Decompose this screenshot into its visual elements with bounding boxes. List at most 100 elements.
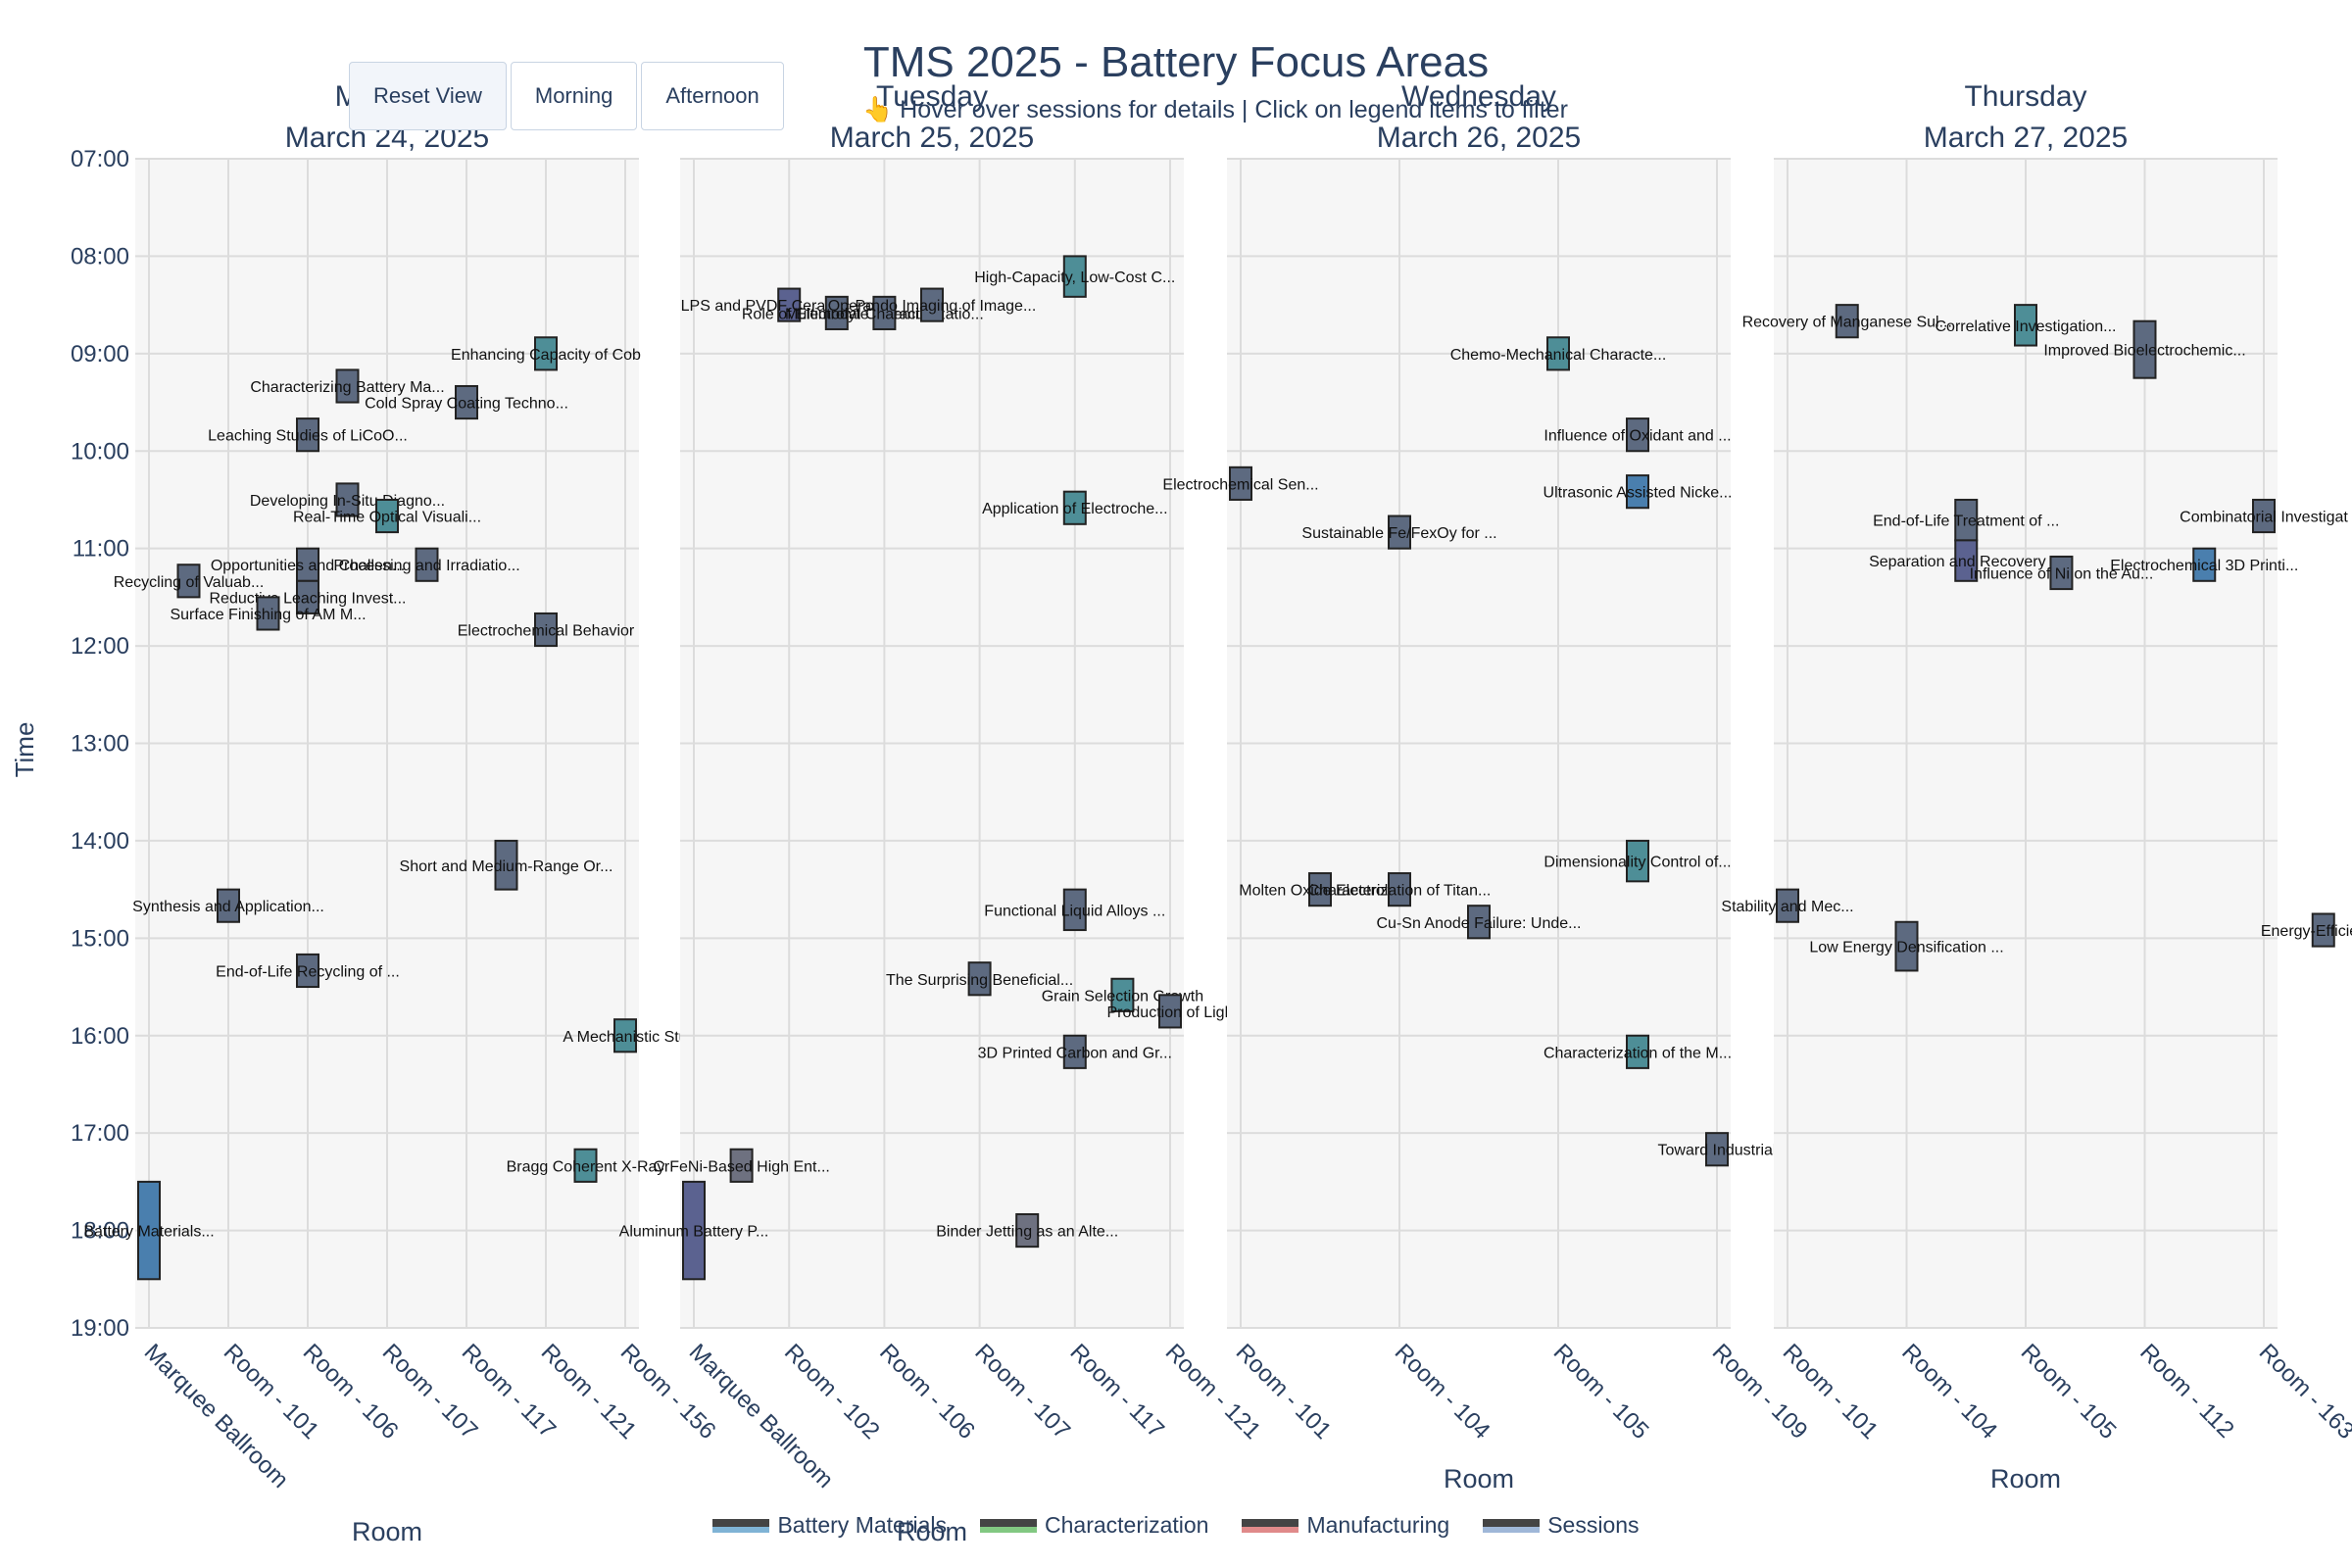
session-label: End-of-Life Treatment of ... [1873,514,2059,530]
session-label: High-Capacity, Low-Cost C... [974,270,1175,286]
session-bar[interactable] [872,295,897,330]
session-bar[interactable] [682,1180,706,1281]
x-tick-label: Room - 104 [1896,1339,2002,1445]
session-bar[interactable] [1626,1034,1649,1069]
session-bar[interactable] [1776,888,1799,923]
legend-item-characterization[interactable]: Characterization [980,1512,1208,1539]
session-label: Low Energy Densification ... [1809,940,2003,956]
session-label: Molten Oxide Electrol... [1239,883,1400,900]
session-label: Characterizing Battery Ma... [250,379,444,396]
session-bar[interactable] [1388,872,1411,907]
session-bar[interactable] [455,384,478,420]
session-label: Stability and Mec... [1721,899,1853,915]
chart-subtitle: 👆 Hover over sessions for details | Clic… [862,95,1568,123]
panel-date: March 25, 2025 [830,122,1034,154]
session-label: Functional Liquid Alloys ... [984,903,1165,919]
session-bar[interactable] [1954,539,1979,582]
session-bar[interactable] [1062,490,1087,525]
x-axis-label: Room [1444,1464,1514,1494]
x-tick-label: Room - 102 [779,1339,885,1445]
view-buttons: Reset View Morning Afternoon [349,62,784,130]
panel-date: March 27, 2025 [1924,122,2128,154]
y-tick-label: 07:00 [71,146,129,172]
session-label: Energy-Efficient S [2261,923,2352,940]
session-bar[interactable] [415,547,439,582]
legend-item-battery-materials[interactable]: Battery Materials [712,1512,947,1539]
legend-item-sessions[interactable]: Sessions [1483,1512,1640,1539]
session-bar[interactable] [1229,466,1252,501]
session-bar[interactable] [1062,1034,1087,1069]
session-bar[interactable] [1015,1213,1040,1249]
x-tick-label: Room - 117 [1065,1339,1169,1443]
session-bar[interactable] [1705,1132,1729,1167]
session-label: A Mechanistic Stu [563,1029,687,1046]
session-bar[interactable] [375,498,399,534]
chart-title: TMS 2025 - Battery Focus Areas [863,38,1489,86]
session-label: Influence of Ni on the Au... [1970,566,2154,583]
session-bar[interactable] [573,1148,598,1183]
y-tick-label: 08:00 [71,243,129,270]
session-bar[interactable] [1388,514,1411,550]
session-bar[interactable] [217,888,240,923]
session-bar[interactable] [2252,498,2276,534]
session-bar[interactable] [729,1148,754,1183]
session-bar[interactable] [176,564,201,599]
session-label: Enhancing Capacity of Cob [451,347,641,364]
session-bar[interactable] [613,1018,637,1054]
x-tick-label: Room - 106 [874,1339,980,1445]
session-label: Real-Time Optical Visuali... [293,510,481,526]
session-label: Influence of Oxidant and ... [1544,428,1731,445]
session-label: Electrochemical Sen... [1162,476,1318,493]
session-bar[interactable] [1894,920,1919,972]
session-bar[interactable] [335,482,360,517]
view-button-reset-view[interactable]: Reset View [349,62,507,130]
session-bar[interactable] [824,295,849,330]
session-bar[interactable] [2049,555,2074,591]
session-bar[interactable] [534,612,558,648]
session-bar[interactable] [296,953,319,989]
x-tick-label: Room - 105 [1548,1339,1654,1445]
legend-item-manufacturing[interactable]: Manufacturing [1242,1512,1449,1539]
session-bar[interactable] [296,417,319,453]
session-label: Recycling of Valuab... [114,574,265,591]
view-button-afternoon[interactable]: Afternoon [641,62,784,130]
view-button-morning[interactable]: Morning [510,62,638,130]
session-bar[interactable] [2132,319,2157,379]
session-label: Cu-Sn Anode Failure: Unde... [1376,915,1581,932]
session-bar[interactable] [1308,872,1332,907]
session-bar[interactable] [1467,905,1491,940]
session-bar[interactable] [967,961,992,997]
session-bar[interactable] [1626,474,1649,510]
session-bar[interactable] [920,287,944,322]
session-bar[interactable] [2311,912,2335,948]
session-label: Ultrasonic Assisted Nicke... [1544,485,1733,502]
session-bar[interactable] [1835,304,1859,339]
session-bar[interactable] [534,336,558,371]
panel-wednesday: Room - 101 Room - 104 Room - 105 Room - 109… [1162,80,1812,1494]
session-bar[interactable] [1110,977,1135,1012]
session-bar[interactable] [777,287,802,322]
x-axis-label: Room [1990,1464,2061,1494]
session-bar[interactable] [1062,255,1087,298]
legend-label: Manufacturing [1306,1512,1450,1538]
y-tick-label: 13:00 [71,731,129,758]
x-axis-label: Room [897,1517,967,1546]
session-label: Dimensionality Control of... [1544,855,1731,871]
session-bar[interactable] [1546,336,1570,371]
session-bar[interactable] [256,596,280,631]
session-bar[interactable] [1158,994,1182,1029]
session-bar[interactable] [494,839,518,891]
session-bar[interactable] [2014,304,2037,347]
session-bar[interactable] [1626,417,1649,453]
session-bar[interactable] [335,368,360,404]
legend-label: Sessions [1547,1512,1640,1538]
session-bar[interactable] [2192,547,2217,582]
session-bar[interactable] [296,579,319,614]
session-bar[interactable] [137,1180,161,1281]
session-bar[interactable] [1626,839,1649,883]
session-label: Improved Bioelectrochemic... [2043,343,2245,360]
panel-thursday: Room - 101 Room - 104 Room - 105 Room - 112… [1721,80,2352,1494]
session-bar[interactable] [1062,888,1087,932]
session-label: Toward Industrial [1658,1143,1777,1159]
